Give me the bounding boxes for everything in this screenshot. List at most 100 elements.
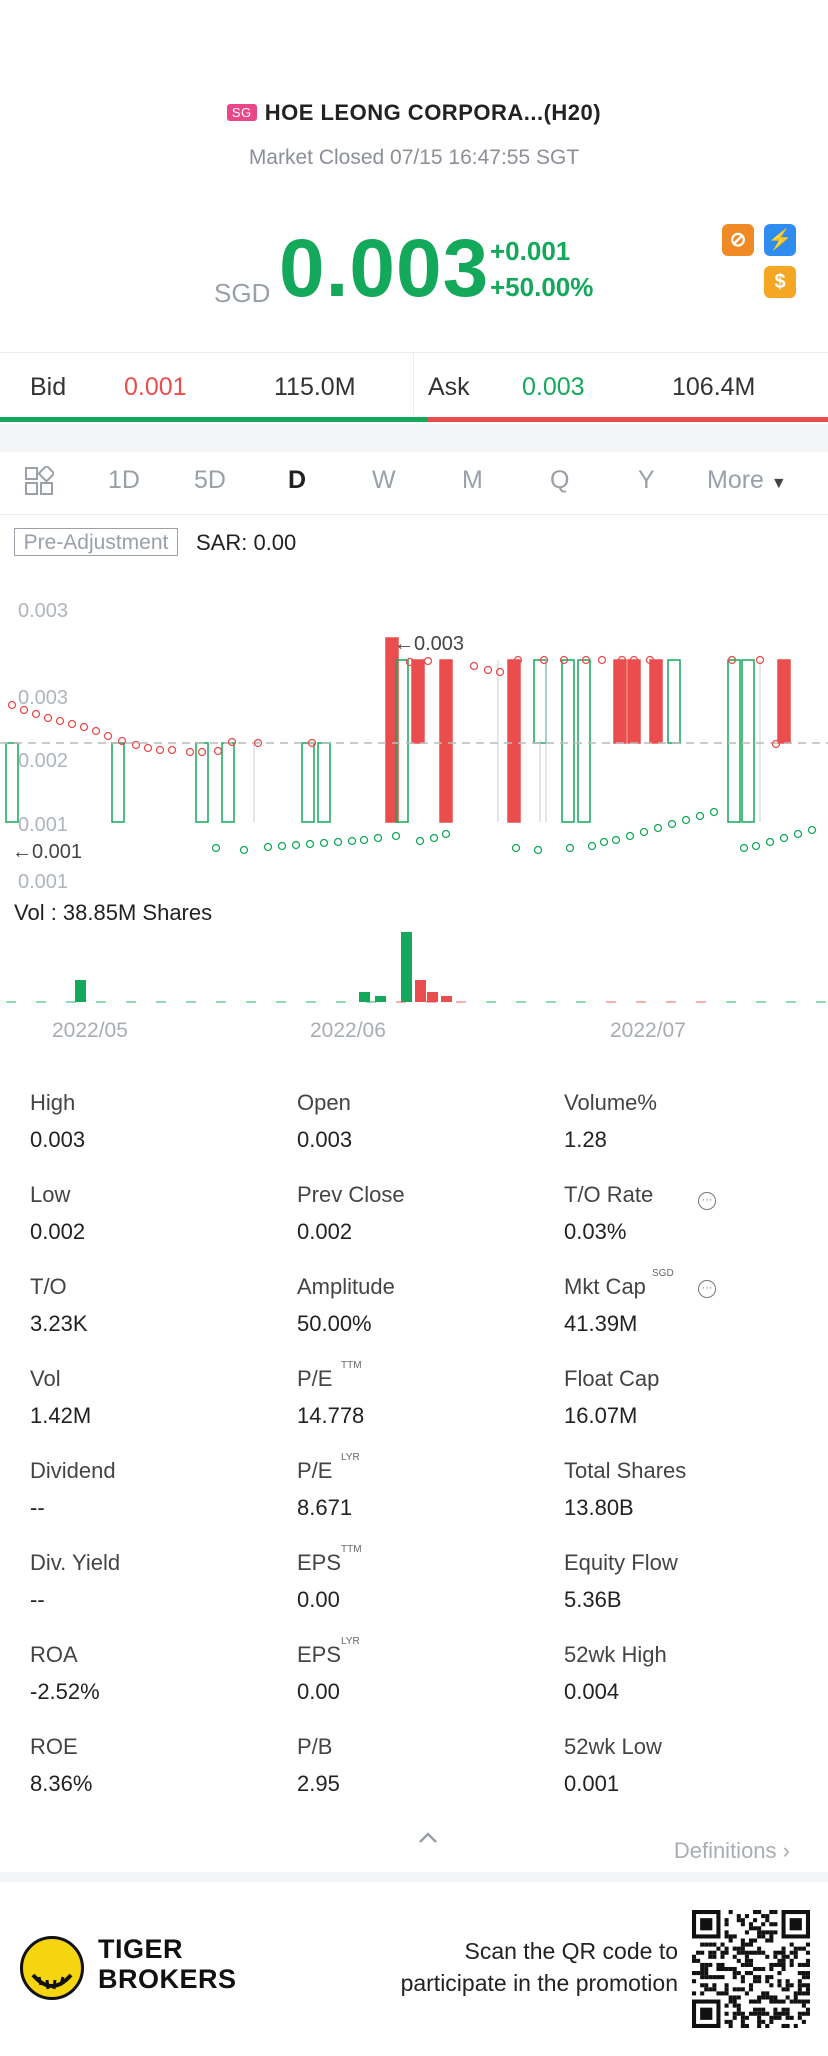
sar-dot <box>533 845 543 855</box>
stat-label: Prev Close <box>297 1182 405 1207</box>
sar-dot <box>387 657 397 667</box>
promo-text-line1: Scan the QR code to <box>464 1938 678 1964</box>
info-more-icon[interactable]: ··· <box>698 1280 716 1298</box>
sar-dot <box>695 811 705 821</box>
stat-label: Amplitude <box>297 1274 395 1299</box>
sar-dot <box>429 833 439 843</box>
sar-dot <box>587 841 597 851</box>
bid-size: 115.0M <box>274 373 356 401</box>
stat-value: -2.52% <box>30 1679 100 1704</box>
volume-chart[interactable] <box>0 920 828 1010</box>
tab-quarter[interactable]: Q <box>550 466 570 494</box>
tab-week[interactable]: W <box>372 466 396 494</box>
sar-dot <box>143 743 153 753</box>
tab-month[interactable]: M <box>462 466 483 494</box>
stock-title: SG HOE LEONG CORPORA...(H20) <box>0 100 828 126</box>
stat-qualifier: SGD <box>652 1268 674 1279</box>
stat-label: Total Shares <box>564 1458 687 1483</box>
stat-label: Low <box>30 1182 71 1207</box>
chevron-up-icon[interactable] <box>416 1830 440 1846</box>
last-price-marker-value: 0.003 <box>414 633 464 655</box>
stat-value: 0.00 <box>297 1587 340 1612</box>
definitions-label: Definitions <box>673 1838 777 1863</box>
stat-value: 1.42M <box>30 1403 92 1428</box>
sar-dot <box>155 745 165 755</box>
candle-down <box>627 659 641 744</box>
stat-label: Equity Flow <box>564 1550 678 1575</box>
sar-dot <box>319 838 329 848</box>
stat-label: EPS <box>297 1550 342 1575</box>
tab-more-label: More <box>707 466 764 494</box>
sar-dot <box>91 726 101 736</box>
candle-up <box>741 659 755 823</box>
last-price-marker: ←0.003 <box>394 633 464 655</box>
brand-name-line2: BROKERS <box>98 1964 237 1994</box>
last-price: 0.003 <box>279 223 490 314</box>
sar-dot <box>253 738 263 748</box>
candlestick-chart[interactable]: 0.003 0.003 0.002 0.001 0.001 ←0.003 ←0.… <box>0 590 828 910</box>
stat-value: -- <box>30 1587 45 1612</box>
sar-dot <box>755 655 765 665</box>
candle-up <box>5 742 19 823</box>
tab-more[interactable]: More ▼ <box>707 466 787 495</box>
stat-label: Volume% <box>564 1090 657 1115</box>
stat-value: 0.003 <box>30 1127 86 1152</box>
info-more-icon[interactable]: ··· <box>698 1192 716 1210</box>
tab-year[interactable]: Y <box>638 466 655 494</box>
no-shorting-icon[interactable]: ⊘ <box>722 224 754 256</box>
period-tabs: 1D 5D D W M Q Y More ▼ <box>0 452 828 515</box>
bid-ask-bar: Bid 0.001 115.0M Ask 0.003 106.4M <box>0 352 828 422</box>
stat-label: P/E <box>297 1366 333 1391</box>
pre-adjustment-button[interactable]: Pre-Adjustment <box>14 528 178 556</box>
stat-label: ROE <box>30 1734 78 1759</box>
chevron-right-icon: › <box>782 1838 790 1863</box>
price-change-percent: +50.00% <box>490 272 594 302</box>
sar-dot <box>7 700 17 710</box>
stat-label: T/O <box>30 1274 67 1299</box>
sar-dot <box>277 841 287 851</box>
stock-name: HOE LEONG CORPORA...(H20) <box>264 100 602 125</box>
sar-dot <box>391 831 401 841</box>
sar-dot <box>347 836 357 846</box>
lightning-icon[interactable]: ⚡ <box>764 224 796 256</box>
sar-dot <box>513 655 523 665</box>
stat-value: 3.23K <box>30 1311 88 1336</box>
stat-label: 52wk Low <box>564 1734 662 1759</box>
candle-up <box>111 742 125 823</box>
sar-dot <box>539 655 549 665</box>
dollar-icon[interactable]: $ <box>764 266 796 298</box>
stat-qualifier: LYR <box>341 1452 360 1463</box>
definitions-link[interactable]: Definitions › <box>674 1838 790 1864</box>
candle-down <box>439 659 453 823</box>
candle-up <box>301 742 315 823</box>
tab-1d[interactable]: 1D <box>108 466 140 494</box>
x-axis: 2022/05 2022/06 2022/07 <box>52 1019 686 1042</box>
ask-size: 106.4M <box>672 373 756 401</box>
candle-down <box>385 637 399 823</box>
stat-value: 0.003 <box>297 1127 353 1152</box>
x-tick-label: 2022/06 <box>310 1019 386 1042</box>
volume-bar <box>75 980 86 1002</box>
layout-grid-icon[interactable] <box>24 466 54 496</box>
stat-value: 1.28 <box>564 1127 607 1152</box>
sar-dot <box>31 709 41 719</box>
stat-label: Float Cap <box>564 1366 660 1391</box>
tab-5d[interactable]: 5D <box>194 466 226 494</box>
market-status: Market Closed 07/15 16:47:55 SGT <box>248 146 580 169</box>
sar-dot <box>359 835 369 845</box>
sar-dot <box>807 825 817 835</box>
sar-dot <box>771 739 781 749</box>
candle-down <box>411 659 425 744</box>
tab-day[interactable]: D <box>288 466 307 494</box>
sar-dot <box>599 837 609 847</box>
x-tick-label: 2022/07 <box>610 1019 686 1042</box>
stat-label: High <box>30 1090 76 1115</box>
volume-bar <box>359 992 370 1002</box>
sar-dot <box>263 842 273 852</box>
stat-label: Dividend <box>30 1458 116 1483</box>
sar-dot <box>79 722 89 732</box>
sar-dot <box>67 719 77 729</box>
sar-dot <box>765 837 775 847</box>
sar-dot <box>19 705 29 715</box>
stat-value: 50.00% <box>297 1311 372 1336</box>
